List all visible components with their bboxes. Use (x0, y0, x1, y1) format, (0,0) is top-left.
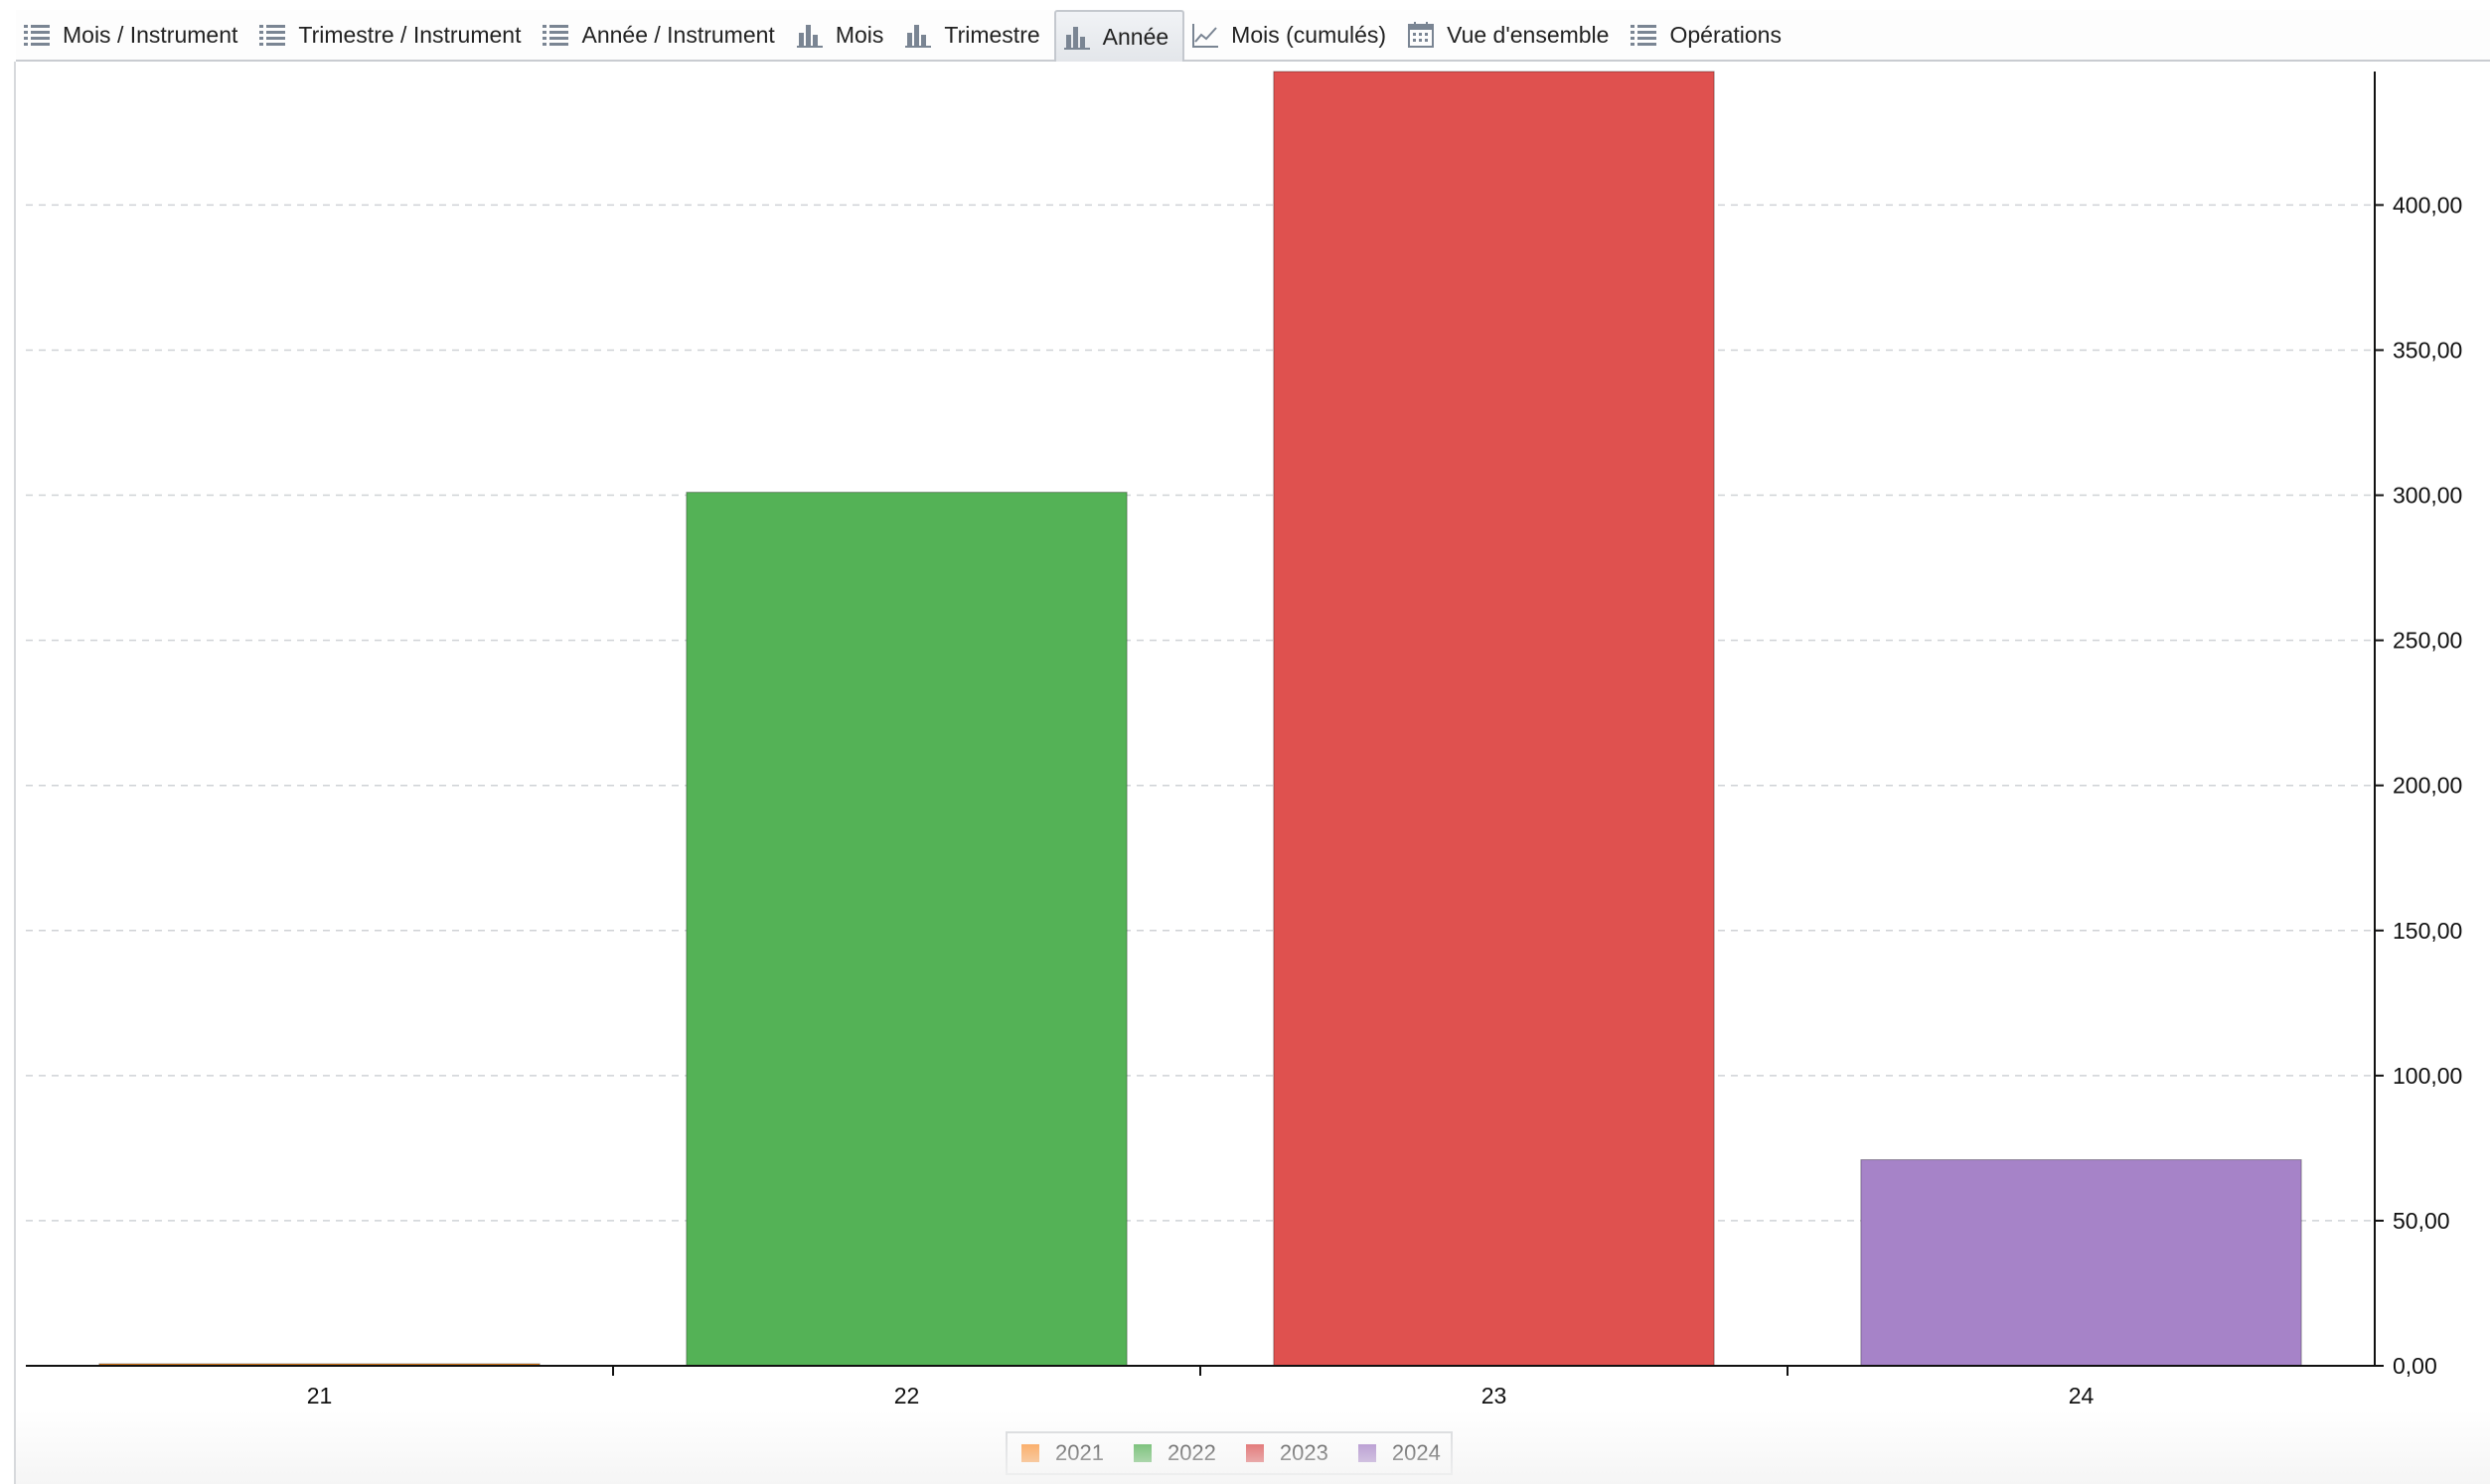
tab-mois-instrument[interactable]: Mois / Instrument (16, 10, 251, 60)
tab-label: Trimestre / Instrument (298, 21, 522, 48)
tab-trimestre-instrument[interactable]: Trimestre / Instrument (251, 10, 535, 60)
x-tick-label: 22 (894, 1383, 920, 1409)
y-tick-label: 200,00 (2393, 773, 2462, 799)
bar-22 (686, 492, 1128, 1367)
chart-legend: 2021 2022 2023 2024 (1006, 1431, 1453, 1475)
legend-label: 2022 (1167, 1440, 1216, 1465)
grid-lines (26, 204, 2375, 1222)
tab-label: Année (1102, 23, 1169, 50)
bar-chart-icon (1062, 22, 1092, 52)
y-tick-label: 300,00 (2393, 483, 2462, 509)
list-icon (257, 20, 287, 50)
list-icon (22, 20, 52, 50)
axes: 0,00 50,00 100,00 150,00 200,00 250,00 300,00 3… (26, 72, 2462, 1409)
y-tick-label: 100,00 (2393, 1063, 2462, 1089)
tab-vue-d-ensemble[interactable]: Vue d'ensemble (1400, 10, 1623, 60)
view-tab-bar: Mois / Instrument Trimestre / Instrument A… (16, 10, 2490, 62)
legend-label: 2021 (1055, 1440, 1104, 1465)
y-tick-label: 50,00 (2393, 1208, 2450, 1234)
tab-mois-cumules[interactable]: Mois (cumulés) (1184, 10, 1400, 60)
tab-label: Mois / Instrument (63, 21, 238, 48)
y-tick-label: 250,00 (2393, 628, 2462, 654)
list-icon (1629, 20, 1658, 50)
legend-swatch (1245, 1444, 1264, 1462)
y-tick-label: 150,00 (2393, 918, 2462, 944)
bar-24 (1860, 1159, 2302, 1367)
x-tick-label: 24 (2069, 1383, 2095, 1409)
legend-item-2022[interactable]: 2022 (1133, 1440, 1216, 1466)
tab-operations[interactable]: Opérations (1623, 10, 1795, 60)
tab-label: Vue d'ensemble (1447, 21, 1610, 48)
tab-label: Trimestre (944, 21, 1040, 48)
tab-trimestre[interactable]: Trimestre (897, 10, 1053, 60)
tab-label: Mois (835, 21, 884, 48)
tab-annee-instrument[interactable]: Année / Instrument (535, 10, 788, 60)
bar-23 (1273, 71, 1715, 1367)
tab-label: Opérations (1669, 21, 1782, 48)
legend-swatch (1021, 1444, 1039, 1462)
tab-mois[interactable]: Mois (789, 10, 898, 60)
legend-swatch (1357, 1444, 1376, 1462)
legend-item-2024[interactable]: 2024 (1357, 1440, 1441, 1466)
x-tick-label: 21 (307, 1383, 333, 1409)
y-tick-label: 350,00 (2393, 337, 2462, 363)
x-tick-label: 23 (1481, 1383, 1507, 1409)
tab-label: Mois (cumulés) (1231, 21, 1387, 48)
bar-chart-icon (795, 20, 825, 50)
legend-label: 2024 (1391, 1440, 1441, 1465)
legend-item-2021[interactable]: 2021 (1021, 1440, 1104, 1466)
legend-label: 2023 (1279, 1440, 1328, 1465)
bar-chart-icon (903, 20, 933, 50)
legend-swatch (1133, 1444, 1152, 1462)
panel-left-border (14, 62, 16, 1484)
y-tick-label: 400,00 (2393, 192, 2462, 218)
list-icon (541, 20, 570, 50)
y-tick-label: 0,00 (2393, 1353, 2437, 1379)
tab-label: Année / Instrument (581, 21, 775, 48)
bars (98, 71, 2302, 1367)
tab-annee[interactable]: Année (1053, 10, 1185, 62)
calendar-icon (1406, 20, 1436, 50)
legend-item-2023[interactable]: 2023 (1245, 1440, 1328, 1466)
line-chart-icon (1190, 20, 1220, 50)
